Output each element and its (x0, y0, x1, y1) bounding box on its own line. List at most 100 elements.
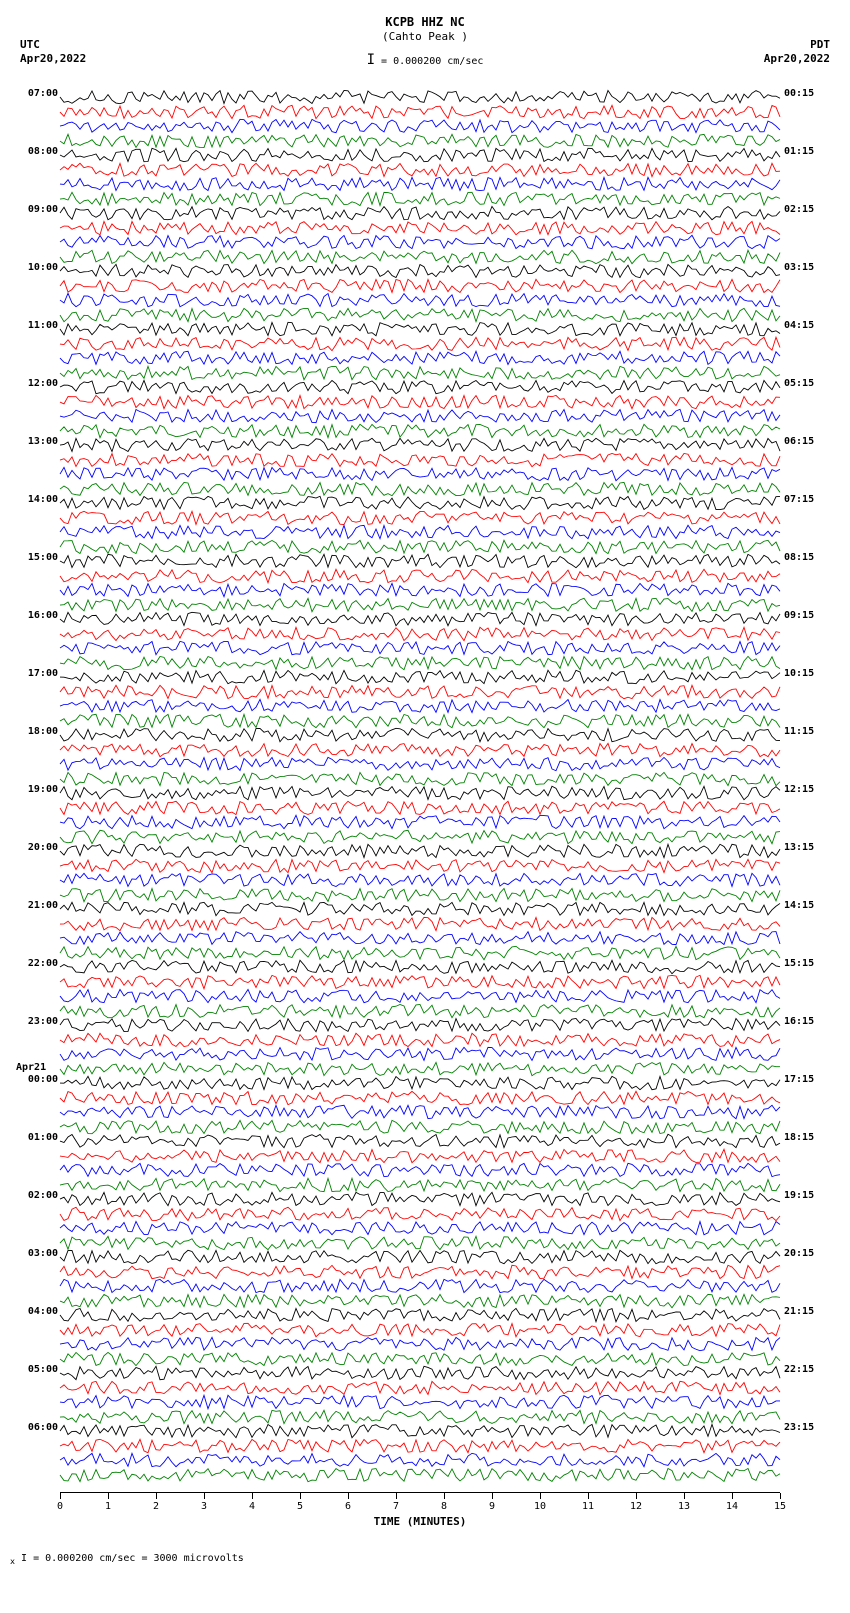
trace-row (60, 424, 780, 438)
x-tick-label: 8 (441, 1501, 447, 1512)
pdt-time-label: 11:15 (784, 726, 834, 737)
trace-row (60, 163, 780, 177)
trace-row (60, 714, 780, 728)
x-tick-label: 2 (153, 1501, 159, 1512)
tz-left-label: UTC (20, 38, 40, 51)
trace-row (60, 1018, 780, 1032)
utc-time-label: 20:00 (16, 842, 58, 853)
utc-time-label: 22:00 (16, 958, 58, 969)
trace-row (60, 1439, 780, 1453)
station-title: KCPB HHZ NC (385, 15, 464, 29)
trace-row (60, 960, 780, 974)
trace-row (60, 830, 780, 844)
pdt-time-label: 09:15 (784, 610, 834, 621)
trace-row (60, 1250, 780, 1264)
header: KCPB HHZ NC (Cahto Peak ) I = 0.000200 c… (10, 10, 840, 80)
x-axis: TIME (MINUTES) 0123456789101112131415 (60, 1492, 780, 1533)
trace-row (60, 540, 780, 554)
trace-row (60, 1120, 780, 1134)
trace-row (60, 757, 780, 771)
x-tick-label: 15 (774, 1501, 786, 1512)
trace-row (60, 235, 780, 249)
trace-row (60, 1004, 780, 1018)
trace-row (60, 380, 780, 394)
trace-row (60, 395, 780, 409)
trace-row (60, 1134, 780, 1148)
date-left-label: Apr20,2022 (20, 52, 86, 65)
trace-row (60, 989, 780, 1003)
utc-time-label: 05:00 (16, 1364, 58, 1375)
pdt-time-label: 03:15 (784, 262, 834, 273)
trace-row (60, 1395, 780, 1409)
trace-row (60, 105, 780, 119)
trace-row (60, 1047, 780, 1061)
x-tick-label: 11 (582, 1501, 594, 1512)
day-break-label: Apr21 (16, 1062, 46, 1073)
trace-row (60, 351, 780, 365)
utc-time-label: 18:00 (16, 726, 58, 737)
utc-time-label: 06:00 (16, 1422, 58, 1433)
trace-row (60, 1294, 780, 1308)
utc-time-label: 03:00 (16, 1248, 58, 1259)
trace-row (60, 612, 780, 626)
trace-row (60, 308, 780, 322)
x-tick-label: 13 (678, 1501, 690, 1512)
trace-row (60, 119, 780, 133)
trace-row (60, 699, 780, 713)
pdt-time-label: 18:15 (784, 1132, 834, 1143)
trace-row (60, 670, 780, 684)
pdt-time-label: 04:15 (784, 320, 834, 331)
trace-row (60, 1279, 780, 1293)
trace-row (60, 554, 780, 568)
trace-row (60, 322, 780, 336)
trace-row (60, 917, 780, 931)
trace-row (60, 1265, 780, 1279)
trace-row (60, 1352, 780, 1366)
trace-row (60, 728, 780, 742)
x-axis-label: TIME (MINUTES) (374, 1515, 467, 1528)
helicorder-plot: 07:0000:1508:0001:1509:0002:1510:0003:15… (10, 80, 840, 1492)
utc-time-label: 10:00 (16, 262, 58, 273)
trace-row (60, 177, 780, 191)
utc-time-label: 07:00 (16, 88, 58, 99)
trace-row (60, 1236, 780, 1250)
x-tick-label: 4 (249, 1501, 255, 1512)
trace-row (60, 264, 780, 278)
trace-row (60, 496, 780, 510)
footer-scale: x I = 0.000200 cm/sec = 3000 microvolts (10, 1553, 840, 1566)
trace-row (60, 1323, 780, 1337)
x-tick-label: 6 (345, 1501, 351, 1512)
utc-time-label: 15:00 (16, 552, 58, 563)
utc-time-label: 14:00 (16, 494, 58, 505)
trace-row (60, 134, 780, 148)
pdt-time-label: 10:15 (784, 668, 834, 679)
trace-row (60, 1221, 780, 1235)
trace-row (60, 293, 780, 307)
scale-text: I = 0.000200 cm/sec (367, 52, 484, 68)
pdt-time-label: 19:15 (784, 1190, 834, 1201)
trace-row (60, 279, 780, 293)
location-subtitle: (Cahto Peak ) (382, 30, 468, 43)
x-tick-label: 3 (201, 1501, 207, 1512)
trace-row (60, 1468, 780, 1482)
trace-row (60, 206, 780, 220)
trace-row (60, 1337, 780, 1351)
trace-row (60, 482, 780, 496)
trace-row (60, 569, 780, 583)
utc-time-label: 23:00 (16, 1016, 58, 1027)
trace-row (60, 250, 780, 264)
pdt-time-label: 17:15 (784, 1074, 834, 1085)
utc-time-label: 17:00 (16, 668, 58, 679)
trace-row (60, 1366, 780, 1380)
trace-row (60, 1149, 780, 1163)
trace-row (60, 685, 780, 699)
pdt-time-label: 14:15 (784, 900, 834, 911)
trace-row (60, 438, 780, 452)
utc-time-label: 13:00 (16, 436, 58, 447)
pdt-time-label: 22:15 (784, 1364, 834, 1375)
trace-row (60, 844, 780, 858)
trace-row (60, 1076, 780, 1090)
trace-row (60, 815, 780, 829)
pdt-time-label: 05:15 (784, 378, 834, 389)
utc-time-label: 11:00 (16, 320, 58, 331)
